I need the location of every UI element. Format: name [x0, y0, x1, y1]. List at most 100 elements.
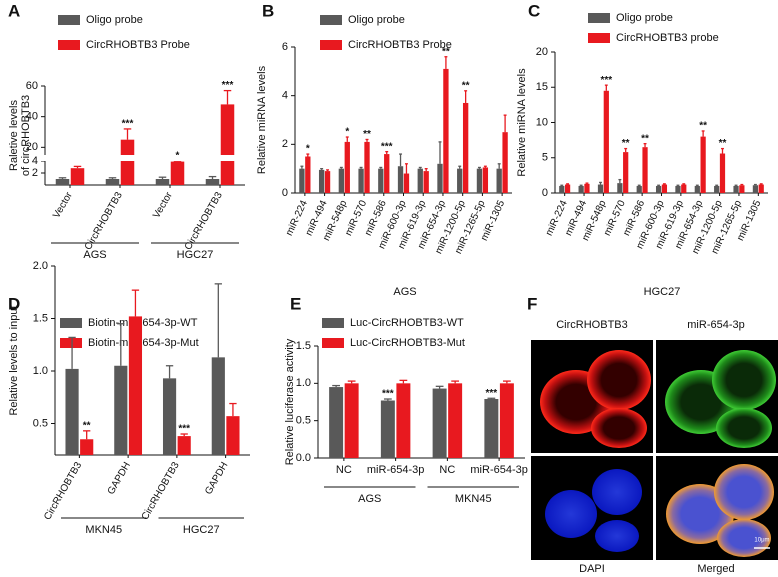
bar [661, 184, 668, 193]
bar [211, 357, 225, 455]
bar [457, 168, 463, 193]
panel-f: F CircRHOBTB3 miR-654-3p DAPI Merged 10μ… [527, 294, 778, 575]
image-label: Merged [697, 563, 734, 575]
bar [358, 168, 364, 193]
legend-swatch [60, 318, 82, 328]
significance: ** [363, 129, 371, 140]
legend-label: CircRHOBTB3 Probe [86, 39, 190, 51]
x-tick-label: Vector [51, 190, 75, 221]
legend-swatch [58, 40, 80, 50]
bar [578, 185, 584, 193]
y-tick-label: 40 [26, 111, 38, 123]
significance: * [306, 144, 310, 155]
group-label: HGC27 [183, 524, 220, 536]
y-tick-label: 0 [542, 187, 548, 199]
bar [559, 185, 565, 193]
bar [329, 387, 344, 458]
bar [681, 184, 687, 193]
image-label: miR-654-3p [687, 319, 744, 331]
y-tick-label: 1.0 [296, 377, 311, 389]
bar [476, 168, 483, 193]
group-label: HGC27 [177, 249, 214, 261]
panel: D 0.5 1.0 1.5 2.0 Relative levels to input Bio… [8, 260, 250, 536]
bar [700, 136, 706, 193]
significance: *** [486, 388, 498, 399]
bar [448, 383, 463, 458]
image-label: CircRHOBTB3 [556, 319, 628, 331]
bar [305, 156, 311, 193]
bar [739, 185, 745, 193]
legend-swatch [588, 13, 610, 23]
panel-letter: A [8, 1, 20, 20]
x-tick-label: miR-654-3p [470, 464, 527, 476]
panel-letter: D [8, 294, 20, 313]
bar [443, 68, 449, 193]
x-tick-label: miR-654-3p [367, 464, 424, 476]
x-tick-label: GAPDH [203, 460, 230, 496]
bar [378, 168, 384, 193]
legend-label: Oligo probe [348, 14, 405, 26]
legend-swatch [322, 338, 344, 348]
bar [396, 383, 411, 458]
y-tick-label: 2.0 [33, 260, 48, 272]
bar [318, 169, 325, 193]
bar [584, 183, 590, 193]
y-axis-label: Relative miRNA levels [256, 65, 268, 174]
legend-label: Biotin-miR-654-3p-WT [88, 317, 198, 329]
panel-letter: E [290, 294, 301, 313]
legend-swatch [322, 318, 344, 328]
bar [462, 102, 469, 193]
bar [423, 171, 429, 193]
y-tick-label: 1.5 [296, 340, 311, 352]
y-axis-label: Raletive levels [8, 100, 20, 171]
bar [597, 184, 604, 193]
micrograph-green [656, 340, 778, 453]
bar [499, 383, 514, 458]
legend-label: Luc-CircRHOBTB3-WT [350, 317, 464, 329]
bar [603, 90, 609, 193]
x-tick-label: CircRHOBTB3 [42, 460, 84, 522]
bar [432, 388, 447, 458]
significance: ** [83, 420, 91, 431]
bar [128, 316, 143, 455]
y-axis-label: Relative luciferase activity [284, 338, 296, 465]
bar [170, 161, 185, 185]
panel: C 0 5 10 15 20 Relative miRNA levels Oligo prob… [516, 1, 768, 298]
significance: ** [719, 138, 727, 149]
y-tick-label: 20 [26, 141, 38, 153]
x-axis-label: AGS [393, 286, 416, 298]
legend-swatch [588, 33, 610, 43]
micrograph-blue [531, 456, 653, 560]
bar [226, 416, 240, 455]
y-tick-label: 0.5 [296, 415, 311, 427]
legend-label: CircRHOBTB3 probe [616, 32, 719, 44]
bar [105, 179, 120, 185]
bar [714, 185, 720, 193]
bar [623, 152, 629, 193]
significance: *** [222, 80, 234, 91]
bar [752, 185, 759, 193]
group-label: AGS [83, 249, 106, 261]
legend-swatch [60, 338, 82, 348]
bar [70, 168, 85, 185]
micrograph-red [531, 340, 653, 453]
bar [642, 147, 648, 193]
bar [205, 179, 220, 185]
y-tick-label: 10 [536, 116, 548, 128]
legend-label: CircRHOBTB3 Probe [348, 39, 452, 51]
y-tick-label: 2 [282, 138, 288, 150]
y-tick-label: 5 [542, 152, 548, 164]
y-axis-label: Relative levels to input [8, 305, 20, 415]
bar [177, 436, 191, 455]
legend-swatch [58, 15, 80, 25]
bar [636, 185, 642, 193]
bar [344, 383, 359, 458]
bar [496, 168, 502, 193]
bar [65, 368, 79, 455]
bar [403, 173, 410, 193]
legend-swatch [320, 40, 342, 50]
bar [758, 184, 764, 193]
bar [55, 179, 70, 185]
